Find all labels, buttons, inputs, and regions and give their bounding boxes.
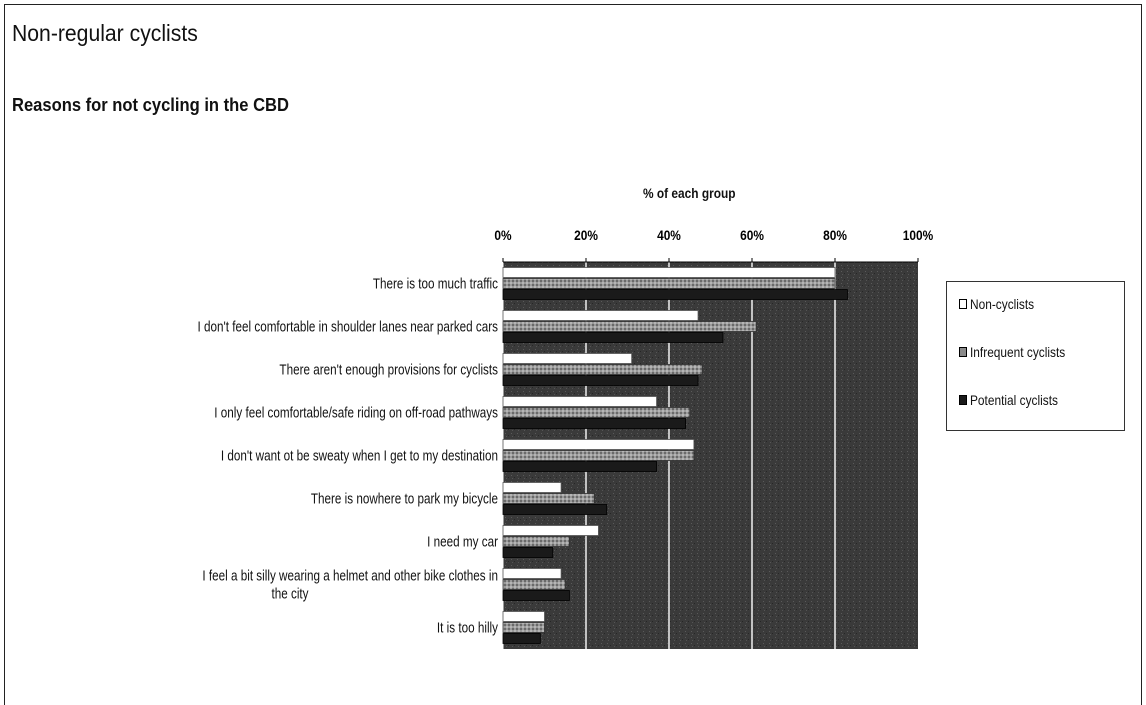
bar-infrequent-cyclists-2 xyxy=(502,321,757,332)
bar-non-cyclists-4 xyxy=(502,396,657,407)
legend-label-potential-cyclists: Potential cyclists xyxy=(970,392,1058,408)
legend-item-potential-cyclists: Potential cyclists xyxy=(959,392,1073,408)
bar-infrequent-cyclists-7 xyxy=(502,536,570,547)
bar-infrequent-cyclists-5 xyxy=(502,450,695,461)
bar-infrequent-cyclists-3 xyxy=(502,364,703,375)
category-label-8-line-2: the city xyxy=(271,585,308,602)
category-label-3: There aren't enough provisions for cycli… xyxy=(279,361,498,378)
category-label-1: There is too much traffic xyxy=(373,275,498,292)
x-axis-title: % of each group xyxy=(643,185,736,201)
bar-non-cyclists-5 xyxy=(502,439,695,450)
bar-non-cyclists-8 xyxy=(502,568,562,579)
bar-potential-cyclists-6 xyxy=(502,504,608,515)
category-label-2: I don't feel comfortable in shoulder lan… xyxy=(198,318,499,335)
bar-infrequent-cyclists-4 xyxy=(502,407,691,418)
x-tick-label-100: 100% xyxy=(903,227,934,243)
bar-infrequent-cyclists-1 xyxy=(502,278,836,289)
legend-swatch-potential-cyclists xyxy=(959,395,967,405)
bar-non-cyclists-2 xyxy=(502,310,699,321)
category-label-5: I don't want ot be sweaty when I get to … xyxy=(221,447,498,464)
bar-non-cyclists-1 xyxy=(502,267,836,278)
category-label-8-line-1: I feel a bit silly wearing a helmet and … xyxy=(202,567,498,584)
bar-infrequent-cyclists-9 xyxy=(502,622,545,633)
page-title: Non-regular cyclists xyxy=(12,20,198,46)
bar-potential-cyclists-2 xyxy=(502,332,724,343)
bar-potential-cyclists-4 xyxy=(502,418,687,429)
bar-non-cyclists-6 xyxy=(502,482,562,493)
bar-non-cyclists-7 xyxy=(502,525,599,536)
bar-potential-cyclists-1 xyxy=(502,289,848,300)
bar-non-cyclists-3 xyxy=(502,353,633,364)
bar-potential-cyclists-9 xyxy=(502,633,541,644)
legend-swatch-infrequent-cyclists xyxy=(959,347,967,357)
chart-legend: Non-cyclists Infrequent cyclists Potenti… xyxy=(946,281,1125,431)
legend-label-infrequent-cyclists: Infrequent cyclists xyxy=(970,344,1066,360)
bar-potential-cyclists-7 xyxy=(502,547,554,558)
legend-item-infrequent-cyclists: Infrequent cyclists xyxy=(959,344,1082,360)
legend-item-non-cyclists: Non-cyclists xyxy=(959,296,1045,312)
bar-potential-cyclists-5 xyxy=(502,461,657,472)
bar-infrequent-cyclists-8 xyxy=(502,579,566,590)
bar-potential-cyclists-8 xyxy=(502,590,570,601)
page-frame xyxy=(4,4,1142,705)
x-tick-label-40: 40% xyxy=(657,227,681,243)
bar-non-cyclists-9 xyxy=(502,611,545,622)
category-label-7: I need my car xyxy=(427,533,498,550)
x-tick-label-80: 80% xyxy=(823,227,847,243)
bar-potential-cyclists-3 xyxy=(502,375,699,386)
legend-label-non-cyclists: Non-cyclists xyxy=(970,296,1035,312)
category-label-9: It is too hilly xyxy=(437,619,498,636)
x-tick-label-60: 60% xyxy=(740,227,764,243)
chart-subtitle: Reasons for not cycling in the CBD xyxy=(12,95,289,115)
category-label-6: There is nowhere to park my bicycle xyxy=(311,490,498,507)
x-tick-label-20: 20% xyxy=(574,227,598,243)
x-tick-label-0: 0% xyxy=(494,227,512,243)
category-label-4: I only feel comfortable/safe riding on o… xyxy=(214,404,498,421)
bar-infrequent-cyclists-6 xyxy=(502,493,595,504)
legend-swatch-non-cyclists xyxy=(959,299,967,309)
